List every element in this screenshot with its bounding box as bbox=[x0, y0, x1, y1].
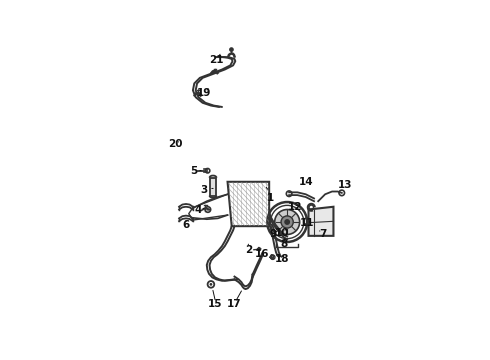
Text: 14: 14 bbox=[299, 177, 314, 187]
Text: 7: 7 bbox=[319, 229, 327, 239]
Text: 17: 17 bbox=[227, 299, 242, 309]
Circle shape bbox=[281, 216, 293, 228]
Circle shape bbox=[230, 48, 233, 51]
Text: 16: 16 bbox=[255, 249, 270, 259]
Text: 20: 20 bbox=[168, 139, 182, 149]
Circle shape bbox=[207, 208, 209, 211]
Text: 15: 15 bbox=[208, 299, 222, 309]
Text: 6: 6 bbox=[182, 220, 190, 230]
Text: 5: 5 bbox=[191, 166, 198, 176]
Circle shape bbox=[285, 220, 290, 224]
Text: 3: 3 bbox=[200, 185, 208, 195]
Text: 19: 19 bbox=[197, 88, 211, 98]
Text: 4: 4 bbox=[195, 204, 202, 215]
Bar bbox=[210, 177, 217, 195]
Text: 21: 21 bbox=[209, 55, 224, 65]
Text: 13: 13 bbox=[338, 180, 353, 190]
Polygon shape bbox=[309, 207, 334, 236]
Text: 2: 2 bbox=[245, 245, 252, 255]
Text: 11: 11 bbox=[299, 219, 314, 228]
Circle shape bbox=[275, 210, 300, 234]
Text: 8: 8 bbox=[281, 239, 288, 249]
Text: 9: 9 bbox=[270, 229, 277, 239]
Text: 12: 12 bbox=[288, 202, 303, 212]
Text: 18: 18 bbox=[274, 255, 289, 264]
Text: 10: 10 bbox=[274, 228, 289, 238]
Circle shape bbox=[210, 283, 212, 286]
Text: 1: 1 bbox=[267, 193, 274, 203]
